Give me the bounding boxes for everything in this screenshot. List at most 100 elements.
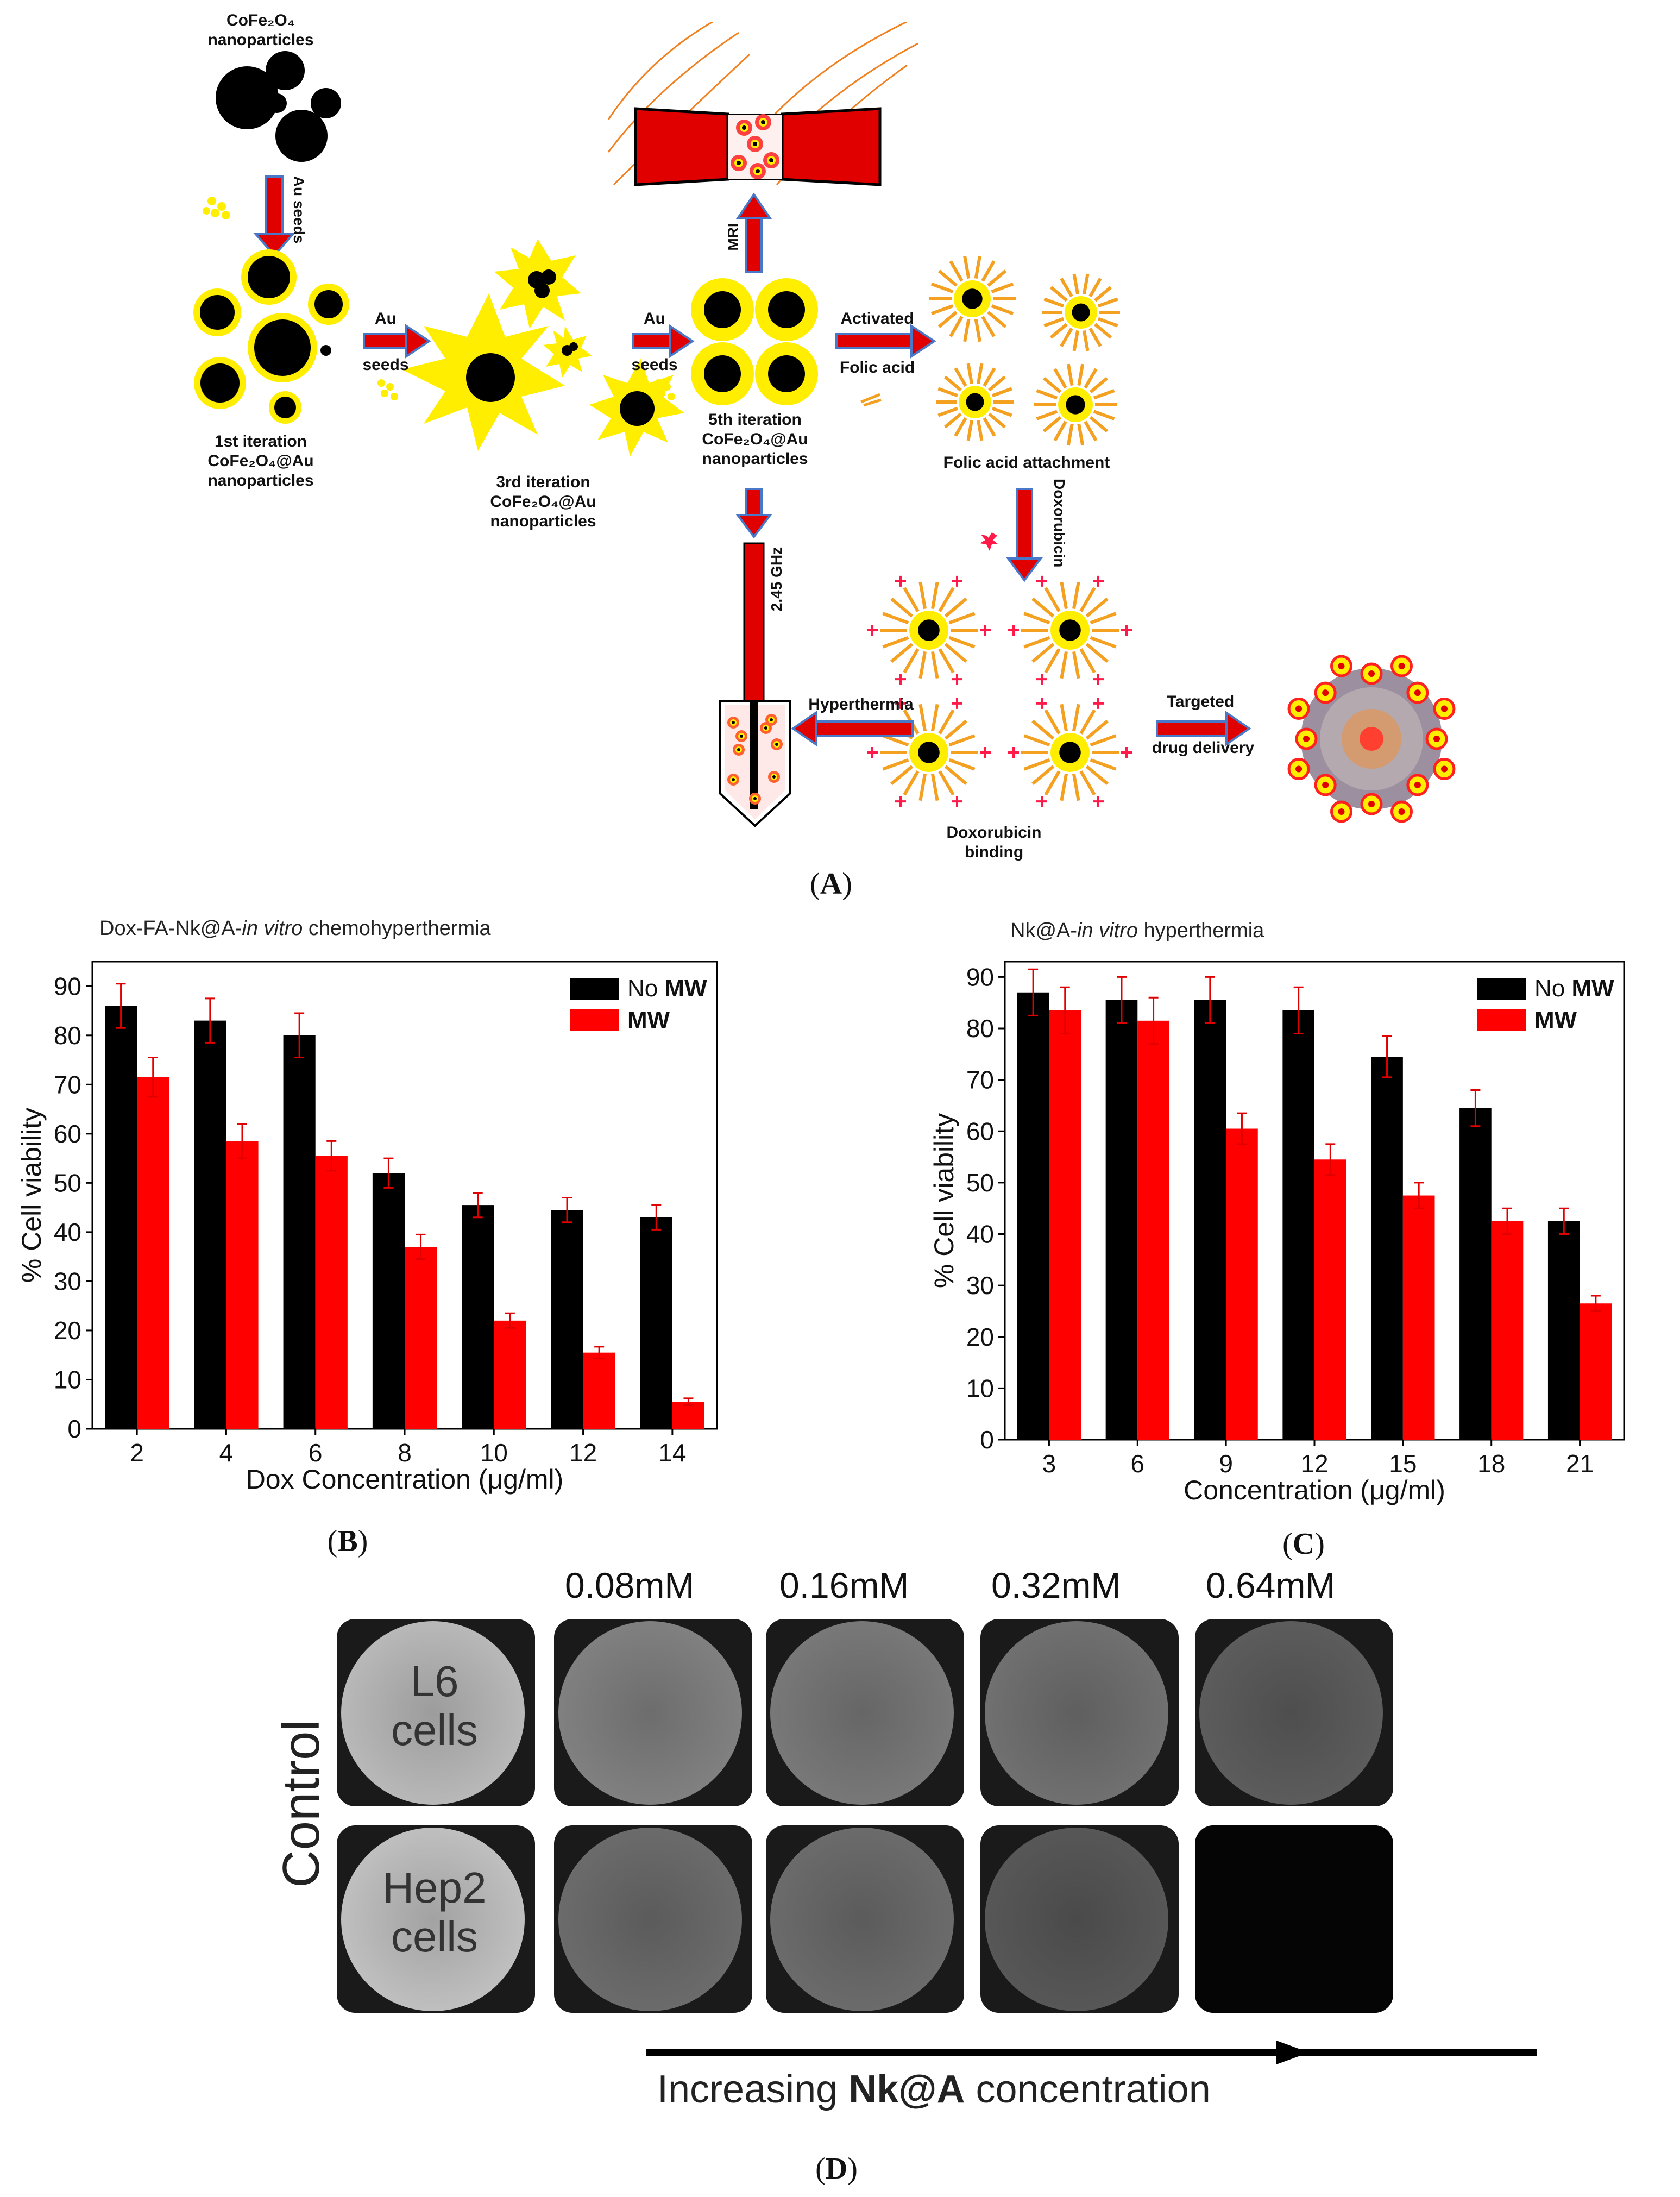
chart-c-legend-label: No MW	[1534, 975, 1614, 1002]
chart-c-bar-nomw	[1105, 1000, 1138, 1440]
chart-c-error-bar	[1470, 1089, 1481, 1127]
tumor-cluster	[1287, 655, 1456, 823]
chart-c-legend-label: MW	[1534, 1007, 1577, 1033]
chart-c-error-bar	[1382, 1035, 1392, 1078]
phantom-well: L6 cells	[337, 1619, 535, 1806]
conc-label-3: 0.32mM	[991, 1565, 1121, 1605]
chart-b-error-bar	[383, 1157, 394, 1189]
chart-c-bar-mw	[1137, 1020, 1169, 1440]
chart-b-legend-swatch	[570, 978, 619, 1000]
chart-b-ytick-label: 0	[67, 1415, 81, 1443]
chart-c-bar-mw	[1226, 1128, 1258, 1440]
label-au-1: Au	[375, 310, 397, 328]
chart-c-ytick-label: 30	[966, 1271, 994, 1300]
chart-c-error-bar	[1293, 986, 1304, 1034]
phantom-well	[554, 1825, 752, 2013]
phantom-well: Hep2 cells	[337, 1825, 535, 2013]
chart-b-bar-mw	[405, 1247, 437, 1429]
chart-b-legend-label: No MW	[627, 975, 707, 1002]
microwave-antenna	[735, 488, 772, 702]
conc-label-1: 0.08mM	[565, 1565, 695, 1605]
chart-b-ytick-label: 30	[54, 1267, 81, 1295]
chart-b-bar-mw	[494, 1320, 526, 1429]
chart-b-xtick-label: 12	[569, 1439, 597, 1467]
phantom-well	[980, 1825, 1179, 2013]
chart-b-ytick-label: 20	[54, 1316, 81, 1345]
panel-b-tag: (B)	[327, 1524, 368, 1558]
chart-b-error-bar	[237, 1123, 247, 1159]
folic-acid-particles	[929, 255, 1120, 446]
chart-b-legend-label: MW	[627, 1007, 670, 1033]
chart-b-bar-nomw	[372, 1173, 405, 1429]
chart-c-error-bar	[1559, 1207, 1569, 1235]
chart-b-xtick-label: 14	[658, 1439, 686, 1467]
phantom-signal	[558, 1621, 742, 1805]
conc-label-2: 0.16mM	[779, 1565, 909, 1605]
control-label: Control	[272, 1719, 330, 1888]
chart-c-bar-nomw	[1547, 1221, 1580, 1440]
label-doxorubicin-binding: Doxorubicin binding	[946, 824, 1042, 861]
chart-c-bar-mw	[1580, 1303, 1612, 1440]
arrow-iter3-to-iter5	[632, 324, 695, 400]
chart-c-bar-mw	[1049, 1010, 1081, 1440]
phantom-signal	[341, 1828, 525, 2011]
phantom-signal	[770, 1621, 954, 1805]
fifth-iteration-particles	[691, 278, 818, 405]
chart-b-bar-nomw	[283, 1035, 316, 1429]
panel-d-tag: (D)	[815, 2152, 858, 2186]
label-first-iteration: 1st iteration CoFe₂O₄@Au nanoparticles	[207, 432, 314, 489]
chart-b-bar-mw	[137, 1077, 169, 1429]
doxorubicin-bound-particles	[867, 575, 1132, 807]
chart-c-error-bar	[1205, 976, 1215, 1025]
chart-c-bar-mw	[1402, 1195, 1435, 1440]
phantom-signal	[985, 1621, 1168, 1805]
chart-b-error-bar	[594, 1346, 605, 1360]
label-2-45-ghz: 2.45 GHz	[768, 547, 785, 612]
chart-b-error-bar	[326, 1140, 337, 1172]
chart-b-ytick-label: 60	[54, 1120, 81, 1148]
chart-b-title: Dox-FA-Nk@A-in vitro chemohyperthermia	[99, 917, 491, 940]
chart-b-ytick-label: 10	[54, 1365, 81, 1393]
mri-magnet-diagram	[607, 22, 918, 186]
label-seeds-1: seeds	[362, 356, 409, 374]
phantom-signal	[770, 1828, 954, 2011]
chart-c-ytick-label: 60	[966, 1117, 994, 1145]
chart-c-ytick-label: 40	[966, 1220, 994, 1248]
chart-b-xtick-label: 2	[130, 1439, 144, 1467]
chart-c-legend-swatch	[1477, 1009, 1526, 1031]
chart-c-xtick-label: 18	[1477, 1449, 1505, 1478]
chart-c-bar-mw	[1314, 1159, 1346, 1440]
targeted-delivery-arrow	[1156, 711, 1251, 746]
chart-b-ytick-label: 80	[54, 1021, 81, 1050]
chart-c-x-axis-label: Concentration (μg/ml)	[1184, 1475, 1445, 1505]
chart-c-ytick-label: 80	[966, 1014, 994, 1043]
chart-c-xtick-label: 15	[1389, 1449, 1417, 1478]
chart-c-ytick-label: 20	[966, 1323, 994, 1351]
panel-a: CoFe₂O₄ nanoparticles Au seeds 1st itera…	[190, 11, 1483, 861]
chart-c-xtick-label: 6	[1130, 1449, 1144, 1478]
phantom-signal	[985, 1828, 1168, 2011]
chart-c-xtick-label: 12	[1300, 1449, 1328, 1478]
label-fifth-iteration: 5th iteration CoFe₂O₄@Au nanoparticles	[702, 411, 808, 468]
mri-up-arrow	[735, 192, 772, 273]
panel-a-schematic	[193, 22, 1456, 827]
hyperthermia-arrow	[791, 711, 914, 746]
chart-b-bar-nomw	[462, 1205, 494, 1429]
chart-b-y-axis-label: % Cell viability	[16, 1108, 47, 1283]
chart-b-error-bar	[294, 1012, 305, 1059]
hyperthermia-vial	[719, 700, 791, 827]
phantom-signal	[1199, 1621, 1383, 1805]
chart-c-title: Nk@A-in vitro hyperthermia	[1010, 919, 1264, 942]
chart-b-xtick-label: 6	[309, 1439, 323, 1467]
label-third-iteration: 3rd iteration CoFe₂O₄@Au nanoparticles	[490, 473, 596, 530]
increasing-label: Increasing Nk@A concentration	[657, 2068, 1211, 2111]
chart-c-ytick-label: 10	[966, 1374, 994, 1402]
doxorubicin-down-arrow	[980, 488, 1043, 582]
chart-c-xtick-label: 21	[1566, 1449, 1594, 1478]
chart-b-x-axis-label: Dox Concentration (μg/ml)	[246, 1464, 564, 1495]
chart-b-bar-nomw	[105, 1006, 137, 1429]
chart-b-error-bar	[505, 1312, 515, 1329]
chart-c-error-bar	[1116, 976, 1127, 1025]
label-targeted: Targeted	[1166, 693, 1235, 711]
label-doxorubicin: Doxorubicin	[1051, 479, 1068, 568]
